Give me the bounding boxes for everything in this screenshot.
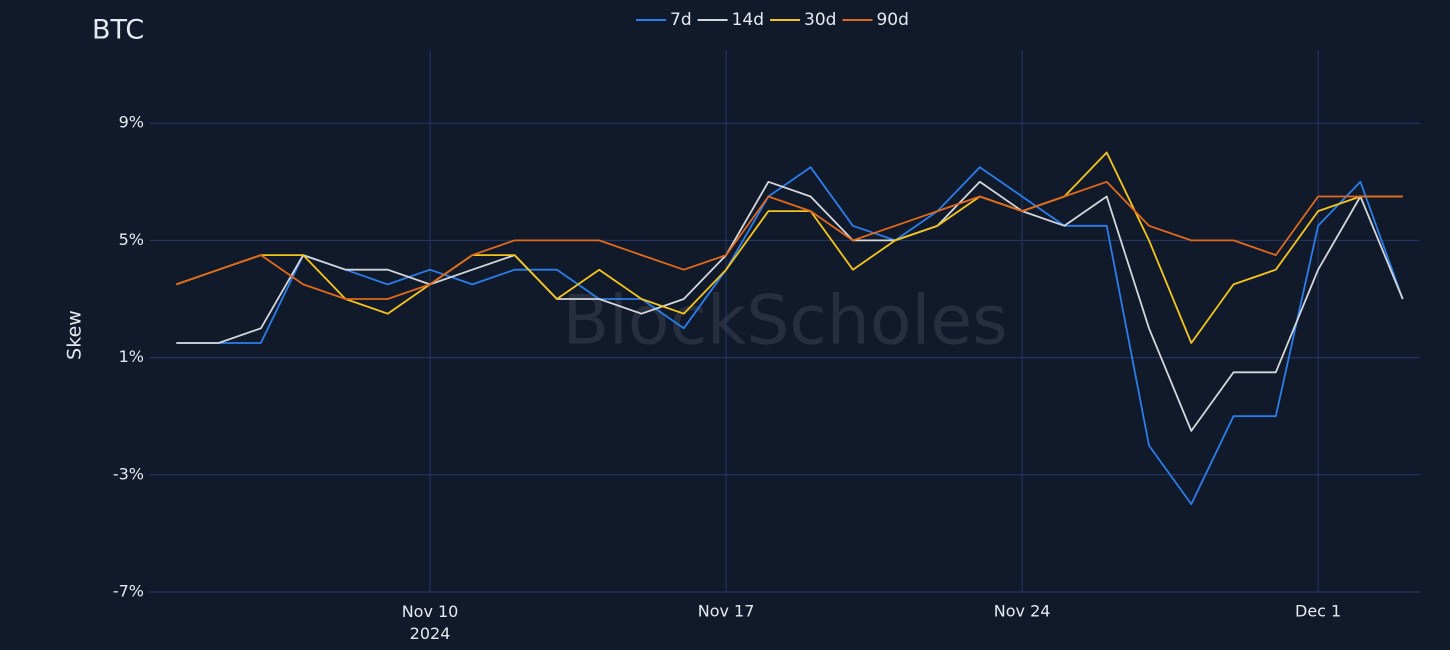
- y-tick-label: 9%: [119, 113, 144, 132]
- y-axis-label: Skew: [64, 310, 86, 360]
- watermark: BlockScholes: [562, 282, 1007, 361]
- chart-title: BTC: [92, 15, 144, 46]
- x-tick-label: Nov 17: [698, 602, 755, 621]
- y-tick-label: 5%: [119, 230, 144, 249]
- series-line: [176, 180, 1403, 300]
- legend-label: 14d: [732, 10, 764, 30]
- x-tick-label: Nov 24: [994, 602, 1051, 621]
- legend: 7d 14d 30d 90d: [636, 10, 909, 30]
- legend-label: 7d: [670, 10, 692, 30]
- legend-label: 90d: [876, 10, 908, 30]
- x-tick-label: Nov 10 2024: [402, 602, 459, 643]
- legend-label: 30d: [804, 10, 836, 30]
- y-tick-label: -3%: [113, 464, 144, 483]
- series-line: [176, 180, 1404, 432]
- y-tick-label: 1%: [119, 347, 144, 366]
- series-line: [176, 166, 1404, 505]
- x-tick-label: Dec 1: [1295, 602, 1341, 621]
- series-line: [176, 151, 1403, 344]
- y-tick-label: -7%: [113, 582, 144, 601]
